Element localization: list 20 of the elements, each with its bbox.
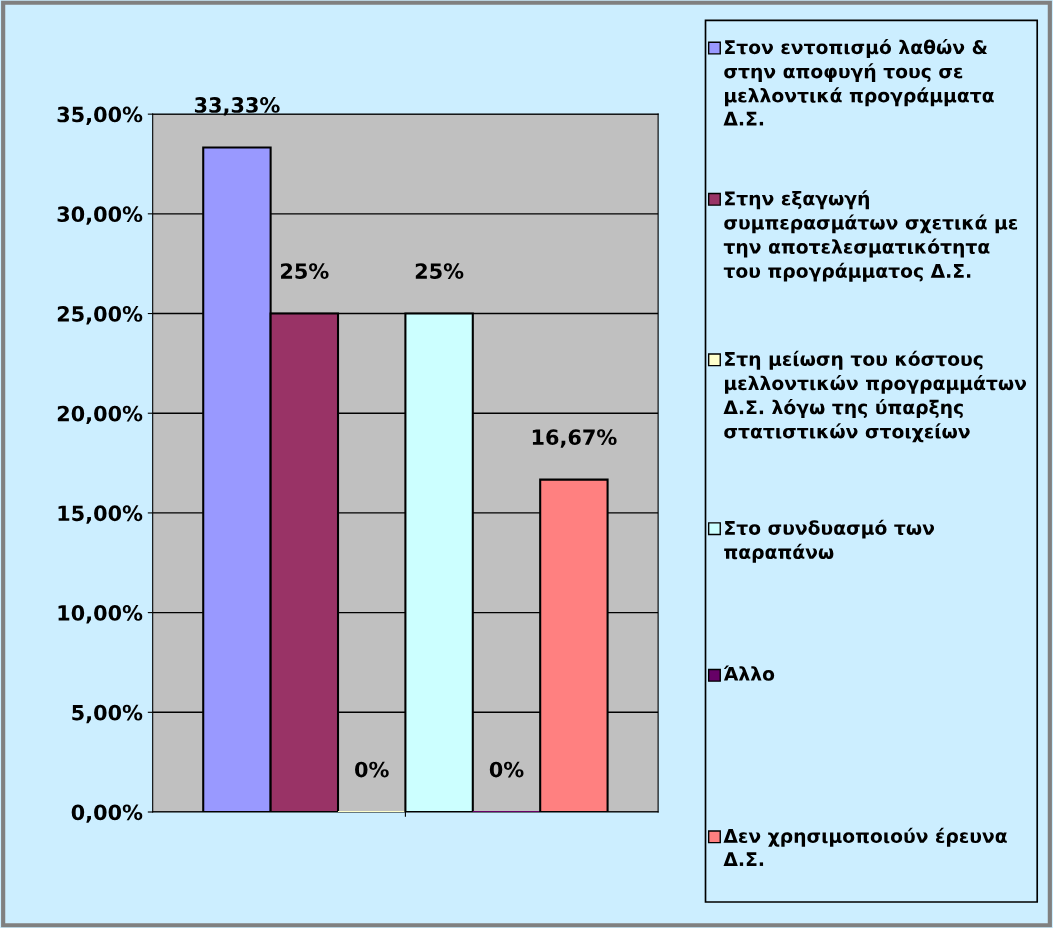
data-label: 25% [281,263,329,279]
data-label: 25% [415,263,464,279]
y-tick-label: 25,00% [57,305,143,325]
legend-label: Στο συνδυασμό των παραπάνω [724,519,935,563]
data-label: 0% [489,761,524,778]
y-tick-label: 20,00% [57,405,143,425]
data-label: 16,67% [532,429,617,448]
y-tick-label: 0,00% [71,804,143,823]
y-tick-label: 15,00% [58,505,143,524]
y-tick-label: 5,00% [72,704,143,724]
legend-label: Άλλο [723,665,775,681]
y-tick-label: 10,00% [58,605,143,624]
legend-label: Στη μείωση του κόστους μελλοντικών προγραμμάτων Δ.Σ. λόγω της ύπαρξης στατιστικών στοιχείων [723,350,1027,443]
legend-label: Στην εξαγωγή συμπερασμάτων σχετικά με την αποτελεσματικότητα του προγράμματος Δ.Σ. [723,190,1018,282]
legend-label: Δεν χρησιμοποιούν έρευνα Δ.Σ. [723,827,1007,866]
y-tick-label: 30,00% [57,206,143,225]
data-label: 0% [355,761,389,778]
y-tick-label: 35,00% [57,106,143,126]
data-label: 33,33% [194,97,280,116]
legend-label: Στον εντοπισμό λαθών & στην αποφυγή τους σε μελλοντικά προγράμματα Δ.Σ. [723,38,994,126]
